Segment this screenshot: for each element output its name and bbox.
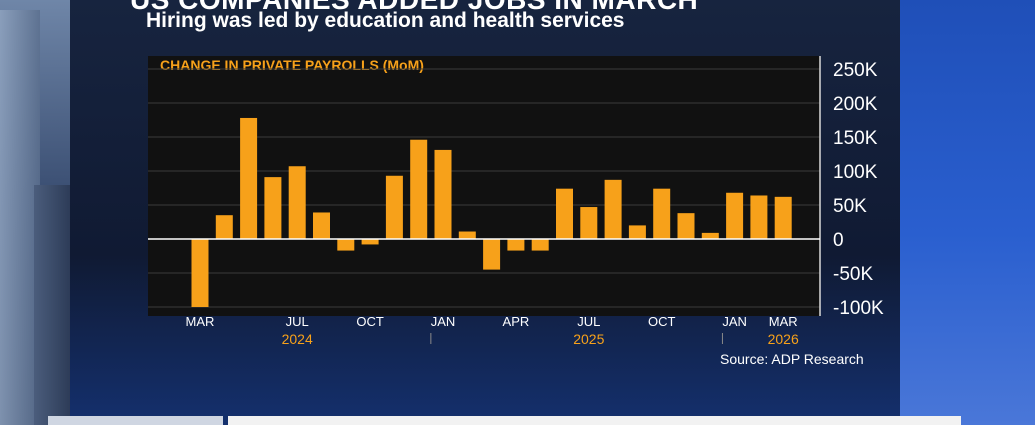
x-tick-label: OCT — [356, 314, 384, 329]
lower-third-strip-left — [48, 416, 223, 425]
bar — [191, 239, 209, 307]
bar — [726, 192, 744, 239]
bar — [531, 239, 549, 251]
bar — [434, 149, 452, 239]
bar — [750, 195, 768, 239]
bar — [701, 232, 719, 239]
headline: US COMPANIES ADDED JOBS IN MARCH — [130, 0, 698, 16]
bar — [483, 239, 501, 270]
bar — [507, 239, 525, 251]
bar — [458, 231, 476, 239]
background-right — [875, 0, 1035, 425]
year-label: 2025 — [573, 331, 604, 347]
year-label: 2024 — [282, 331, 313, 347]
x-tick-label: MAR — [186, 314, 215, 329]
bar — [215, 215, 233, 239]
bar — [288, 166, 306, 239]
bar — [337, 239, 355, 251]
building-image-2 — [34, 185, 70, 425]
bar — [313, 212, 330, 239]
y-tick-label: -50K — [833, 264, 873, 285]
x-tick-label: JUL — [577, 314, 600, 329]
y-tick-label: 0 — [833, 230, 844, 251]
chart-title: CHANGE IN PRIVATE PAYROLLS (MoM) — [160, 57, 424, 73]
bar — [385, 175, 403, 239]
subtitle: Hiring was led by education and health s… — [146, 9, 625, 32]
bar — [556, 188, 573, 239]
x-tick-label: APR — [503, 314, 530, 329]
source-note: Source: ADP Research — [720, 351, 864, 367]
x-tick-label: JAN — [722, 314, 747, 329]
x-tick-label: JAN — [431, 314, 456, 329]
lower-third-strip — [228, 416, 961, 425]
bar — [604, 179, 622, 239]
bar — [410, 139, 428, 239]
bar — [653, 188, 671, 239]
x-tick-label: OCT — [648, 314, 676, 329]
y-tick-label: 100K — [833, 162, 878, 183]
building-image — [0, 10, 40, 425]
y-tick-label: 150K — [833, 128, 878, 149]
bar — [240, 117, 258, 239]
x-tick-label: MAR — [769, 314, 798, 329]
y-tick-label: 200K — [833, 94, 878, 115]
year-label: 2026 — [768, 331, 799, 347]
bar — [774, 196, 792, 239]
x-tick-label: JUL — [286, 314, 309, 329]
y-tick-label: 250K — [833, 60, 878, 81]
bar — [264, 177, 282, 239]
bar — [628, 225, 646, 239]
bar — [677, 213, 695, 239]
y-tick-label: -100K — [833, 298, 884, 319]
bar — [580, 207, 598, 239]
y-tick-label: 50K — [833, 196, 867, 217]
bar — [361, 239, 379, 245]
